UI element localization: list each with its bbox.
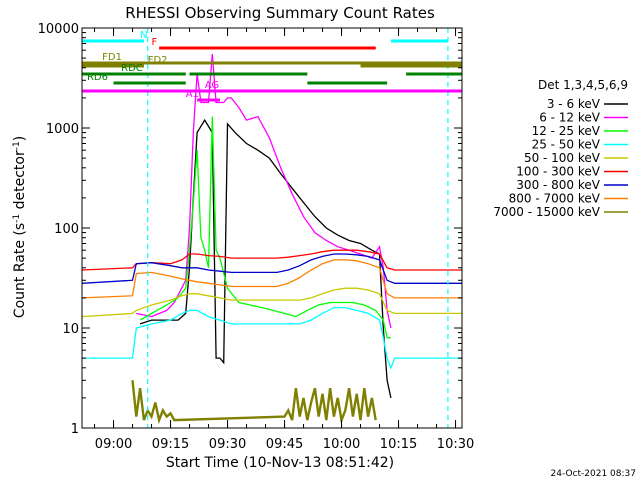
state-label-rdc: RDC bbox=[121, 63, 143, 74]
y-axis-title: Count Rate (s-1 detector-1) bbox=[12, 136, 28, 318]
legend-label-1: 3 - 6 keV bbox=[547, 97, 601, 111]
series-line-6 bbox=[82, 249, 462, 271]
chart-title: RHESSI Observing Summary Count Rates bbox=[125, 4, 435, 22]
x-tick-label: 10:00 bbox=[323, 437, 360, 452]
series-group bbox=[82, 53, 462, 425]
x-axis-title: Start Time (10-Nov-13 08:51:42) bbox=[166, 455, 394, 471]
legend-label-6: 100 - 300 keV bbox=[516, 165, 600, 179]
x-tick-label: 10:15 bbox=[380, 437, 417, 452]
state-label-fd2: FD2 bbox=[148, 55, 168, 66]
legend-label-3: 12 - 25 keV bbox=[532, 124, 601, 138]
y-tick-label: 100 bbox=[54, 222, 79, 237]
series-line-7 bbox=[82, 253, 462, 284]
x-tick-label: 09:00 bbox=[95, 437, 132, 452]
series-line-8 bbox=[82, 259, 462, 299]
state-label-ag: AG bbox=[205, 80, 219, 91]
x-tick-label: 09:30 bbox=[209, 437, 246, 452]
legend-label-4: 25 - 50 keV bbox=[532, 138, 601, 152]
y-tick-label: 1 bbox=[71, 422, 79, 437]
series-line-4 bbox=[82, 306, 462, 370]
state-label-f: F bbox=[152, 37, 158, 48]
state-label-n: N bbox=[140, 30, 147, 41]
legend-label-2: 6 - 12 keV bbox=[539, 111, 601, 125]
series-line-3 bbox=[139, 116, 391, 339]
series-line-2 bbox=[136, 53, 392, 329]
legend-label-7: 300 - 800 keV bbox=[516, 178, 600, 192]
state-label-rd6: RD6 bbox=[87, 72, 108, 83]
x-tick-label: 10:30 bbox=[437, 437, 474, 452]
plot-area: NF FD1 FD2 RDC RD6 AG A1 09:00 09:15 09:30 09:45 10… bbox=[38, 22, 475, 452]
state-label-a1: A1 bbox=[186, 89, 199, 100]
y-tick-label: 10 bbox=[62, 322, 79, 337]
series-line-9 bbox=[131, 380, 377, 425]
legend-label-5: 50 - 100 keV bbox=[524, 151, 601, 165]
series-line-5 bbox=[82, 287, 462, 318]
state-label-fd1: FD1 bbox=[102, 52, 122, 63]
legend-label-8: 800 - 7000 keV bbox=[509, 192, 601, 206]
timestamp-label: 24-Oct-2021 08:37 bbox=[551, 469, 636, 479]
legend-title: Det 1,3,4,5,6,9 bbox=[538, 78, 628, 92]
y-tick-label: 10000 bbox=[38, 22, 79, 37]
x-tick-label: 09:15 bbox=[152, 437, 189, 452]
x-tick-label: 09:45 bbox=[266, 437, 303, 452]
y-tick-label: 1000 bbox=[46, 122, 79, 137]
legend-label-9: 7000 - 15000 keV bbox=[493, 205, 600, 219]
